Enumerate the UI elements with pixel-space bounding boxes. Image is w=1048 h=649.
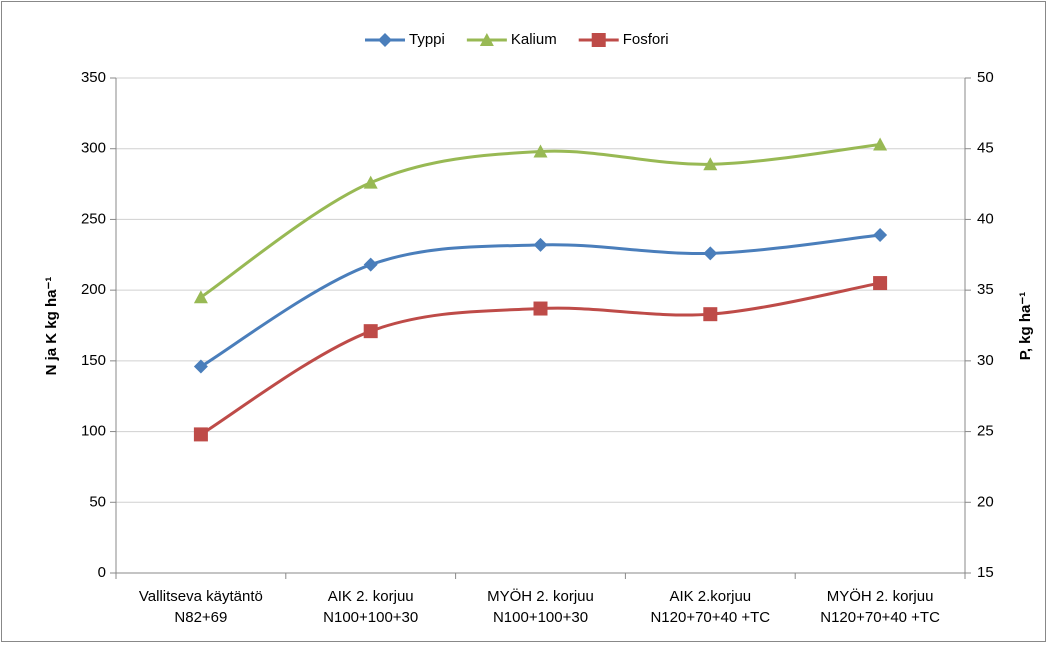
y-tick-label: 300 [81, 140, 106, 157]
x-tick-label: Vallitseva käytäntö [139, 588, 263, 605]
legend-marker [591, 33, 606, 47]
data-point [533, 301, 548, 316]
y2-tick-label: 50 [977, 69, 994, 86]
x-tick-label: AIK 2. korjuu [328, 588, 414, 605]
y-tick-label: 0 [98, 564, 106, 581]
data-point [533, 144, 548, 158]
data-point [363, 257, 378, 272]
y2-tick-label: 40 [977, 210, 994, 227]
data-point [873, 276, 888, 291]
data-point [363, 175, 378, 189]
data-point [873, 227, 888, 242]
y2-axis-label: P, kg ha⁻¹ [1017, 292, 1034, 361]
legend-label: Kalium [511, 31, 557, 48]
x-tick-label: N120+70+40 +TC [820, 609, 940, 626]
data-point [703, 157, 718, 171]
x-tick-label: MYÖH 2. korjuu [827, 587, 934, 605]
data-point [533, 237, 548, 252]
y-tick-label: 250 [81, 210, 106, 227]
x-tick-label: N82+69 [174, 609, 227, 626]
x-tick-label: MYÖH 2. korjuu [487, 587, 594, 605]
legend-marker [378, 33, 392, 47]
data-point [363, 324, 378, 339]
x-tick-label: N100+100+30 [323, 609, 418, 626]
y2-tick-label: 35 [977, 281, 994, 298]
y2-tick-label: 30 [977, 352, 994, 369]
data-point [193, 359, 208, 374]
x-tick-label: N100+100+30 [493, 609, 588, 626]
y-tick-label: 150 [81, 352, 106, 369]
data-point [703, 307, 718, 322]
x-tick-label: N120+70+40 +TC [650, 609, 770, 626]
y2-tick-label: 45 [977, 140, 994, 157]
y2-tick-label: 25 [977, 423, 994, 440]
y-axis-label: N ja K kg ha⁻¹ [43, 277, 60, 376]
y-tick-label: 50 [89, 493, 106, 510]
legend-label: Fosfori [623, 31, 669, 48]
legend-label: Typpi [409, 31, 445, 48]
data-point [703, 246, 718, 261]
data-point [193, 290, 208, 304]
y-tick-label: 200 [81, 281, 106, 298]
data-point [873, 137, 888, 151]
y-tick-label: 350 [81, 69, 106, 86]
data-point [193, 427, 208, 442]
legend-marker [479, 33, 494, 46]
y-tick-label: 100 [81, 423, 106, 440]
y2-tick-label: 20 [977, 493, 994, 510]
y2-tick-label: 15 [977, 564, 994, 581]
x-tick-label: AIK 2.korjuu [669, 588, 751, 605]
